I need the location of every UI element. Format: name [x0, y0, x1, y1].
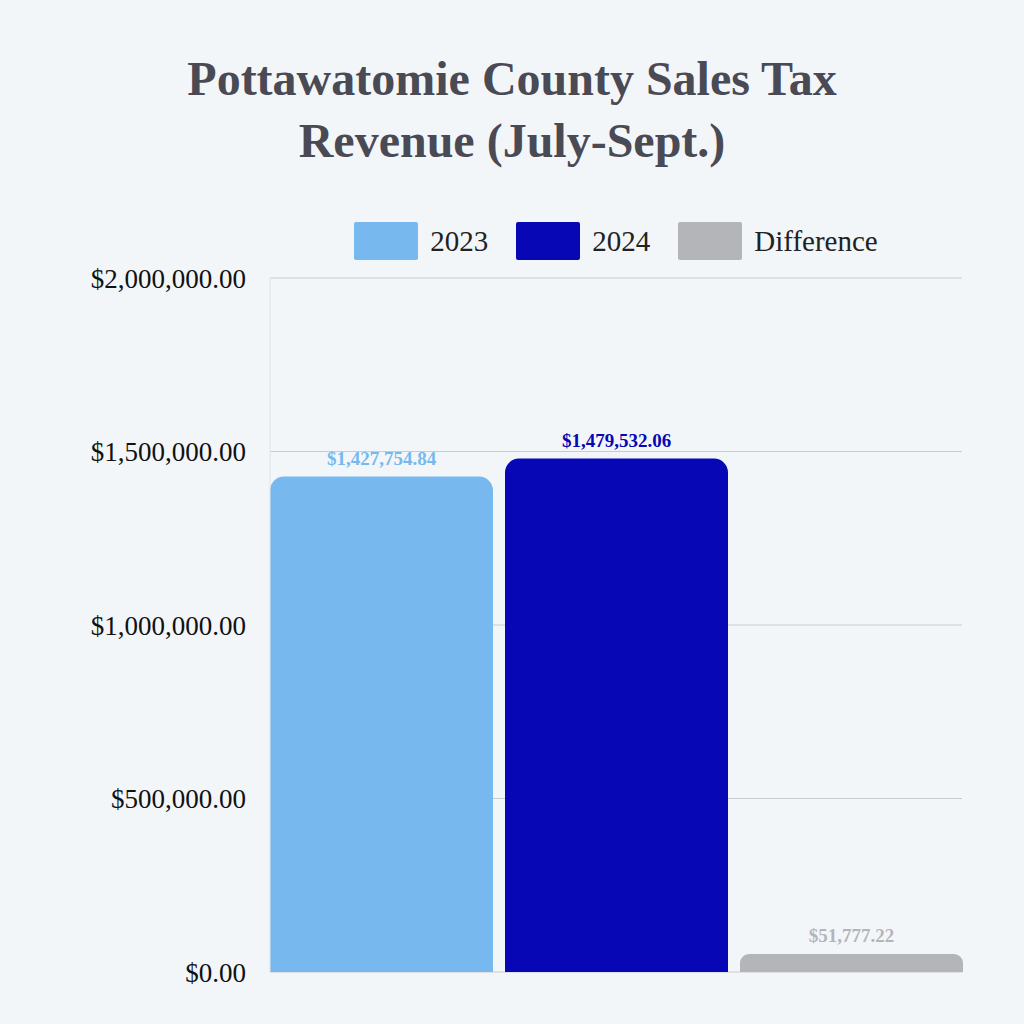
- html-text:Pottawatomie County Sales Tax: Pottawatomie County Sales Tax Revenue (J…: [187, 52, 837, 168]
- svg-text:$500,000.00: $500,000.00: [111, 784, 246, 814]
- html-text:2024: 2024: [592, 224, 651, 257]
- svg-text:$1,500,000.00: $1,500,000.00: [91, 437, 246, 467]
- svg-text:$0.00: $0.00: [185, 958, 246, 988]
- svg-text:$1,000,000.00: $1,000,000.00: [91, 611, 246, 641]
- svg-text:$1,479,532.06: $1,479,532.06: [562, 430, 671, 451]
- svg-text:$2,000,000.00: $2,000,000.00: [91, 264, 246, 294]
- svg-text:$51,777.22: $51,777.22: [809, 925, 895, 946]
- html-text:2023: 2023: [430, 224, 489, 257]
- html-text:Difference: Difference: [754, 224, 878, 257]
- svg-text:$1,427,754.84: $1,427,754.84: [327, 448, 437, 469]
